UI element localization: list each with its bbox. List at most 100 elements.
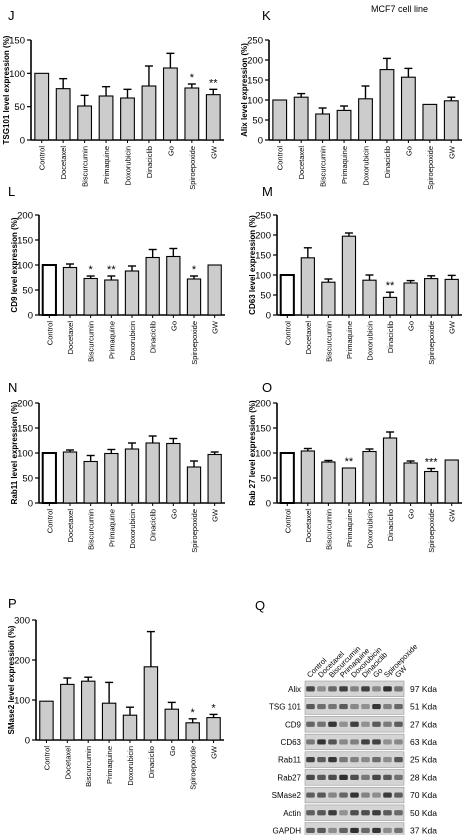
x-tick-label: Docetaxel	[304, 509, 313, 543]
blot-band	[350, 686, 359, 692]
blot-band	[394, 774, 403, 780]
blot-band	[350, 739, 359, 745]
bar-control	[279, 274, 295, 316]
blot-row-actin: Actin 50 Kda	[283, 804, 437, 821]
y-tick-label: 250	[255, 211, 271, 222]
x-tick-label: Dinaciclib	[386, 321, 395, 353]
y-tick-label: 0	[28, 499, 33, 510]
x-tick-label: Spiroepoxide	[188, 146, 197, 190]
x-tick-label: Docetaxel	[59, 146, 68, 180]
blot-band	[317, 774, 326, 780]
bar-doxorubicin	[358, 98, 373, 141]
bar-biscurcumin	[321, 461, 336, 504]
panel-letter: M	[262, 184, 273, 199]
x-tick-label: Primaquine	[107, 509, 116, 547]
blot-band	[372, 686, 381, 692]
bar-doxorubicin	[362, 279, 377, 316]
blot-band	[372, 739, 381, 745]
blot-band	[361, 792, 370, 798]
blot-band	[372, 721, 381, 727]
molecular-weight-label: 50 Kda	[410, 808, 437, 818]
bar-go	[403, 282, 418, 316]
blot-band	[306, 757, 315, 763]
x-tick-label: Control	[283, 509, 292, 534]
bar-gw	[443, 100, 459, 141]
blot-row-gapdh: GAPDH 37 Kda	[273, 822, 437, 835]
x-tick-label: Doxorubicin	[366, 321, 375, 361]
bar-go	[164, 708, 180, 741]
y-axis-label: Rab11 level expression (%)	[10, 401, 19, 504]
bar-go	[166, 442, 181, 504]
bar-dinaciclib	[379, 69, 395, 141]
significance-marker: **	[107, 264, 116, 276]
blot-band	[328, 739, 337, 745]
blot-band	[383, 721, 392, 727]
bar-dinaciclib	[145, 256, 160, 316]
blot-band	[350, 757, 359, 763]
x-tick-label: Primaquine	[345, 509, 354, 547]
y-tick-label: 150	[255, 251, 271, 262]
blot-band	[383, 792, 392, 798]
x-tick-label: Spiroepoxide	[190, 321, 199, 365]
bar-control	[279, 452, 295, 504]
blot-band	[328, 721, 337, 727]
bar-primaquine	[104, 452, 119, 504]
x-tick-label: GW	[209, 145, 218, 159]
blot-band	[383, 739, 392, 745]
bar-gw	[207, 453, 222, 504]
molecular-weight-label: 63 Kda	[410, 737, 437, 747]
x-tick-label: Doxorubicin	[362, 146, 371, 186]
blot-band	[339, 827, 348, 834]
x-tick-label: Go	[404, 146, 413, 156]
blot-band	[361, 721, 370, 727]
blot-membrane	[304, 680, 405, 697]
bar-docetaxel	[55, 88, 71, 141]
y-tick-label: 200	[14, 656, 30, 667]
x-tick-label: Docetaxel	[304, 321, 313, 355]
x-tick-label: Biscurcumin	[87, 321, 96, 362]
molecular-weight-label: 70 Kda	[410, 790, 437, 800]
y-tick-label: 100	[17, 449, 33, 460]
blot-band	[350, 703, 359, 710]
bar-gw	[205, 94, 221, 141]
chart-panel-l: L CD9 level expression (%) 0 50 100 150 200 Con…	[8, 184, 225, 365]
blot-band	[339, 721, 348, 727]
blot-band	[317, 792, 326, 798]
blot-band	[383, 703, 392, 710]
bar-biscurcumin	[77, 105, 93, 141]
chart-panel-k: K Alix level expression (%) 0 50 100 150 200 25…	[240, 8, 462, 190]
blot-band	[361, 686, 370, 692]
blot-band	[361, 757, 370, 763]
bar-biscurcumin	[83, 460, 98, 504]
bar-gw	[444, 278, 459, 316]
blot-band	[372, 757, 381, 763]
blot-band	[394, 703, 403, 710]
x-tick-label: Biscurcumin	[324, 509, 333, 550]
x-tick-label: Spiroepoxide	[190, 509, 199, 553]
bar-doxorubicin	[362, 450, 377, 504]
bar-docetaxel	[60, 683, 75, 741]
blot-band	[306, 827, 315, 834]
y-tick-label: 150	[17, 236, 33, 247]
y-tick-label: 100	[9, 69, 25, 80]
blot-band	[394, 827, 403, 834]
molecular-weight-label: 27 Kda	[410, 719, 437, 729]
blot-band	[328, 792, 337, 798]
y-tick-label: 200	[247, 56, 263, 67]
x-tick-label: Go	[407, 321, 416, 331]
y-tick-label: 150	[255, 424, 271, 435]
blot-row-cd9: CD9 27 Kda	[285, 716, 437, 733]
x-tick-label: GW	[210, 745, 219, 759]
protein-label: CD9	[285, 720, 302, 729]
x-tick-label: Doxorubicin	[128, 509, 137, 549]
bar-docetaxel	[293, 96, 309, 141]
blot-band	[306, 686, 315, 692]
protein-label: Rab27	[277, 773, 301, 782]
blot-band	[383, 686, 392, 692]
panel-letter: K	[262, 8, 271, 23]
x-tick-label: Dinaciclio	[147, 746, 156, 778]
protein-label: SMase2	[272, 791, 302, 800]
bar-biscurcumin	[80, 680, 96, 741]
bar-docetaxel	[300, 450, 315, 504]
bar-biscurcumin	[321, 281, 336, 316]
